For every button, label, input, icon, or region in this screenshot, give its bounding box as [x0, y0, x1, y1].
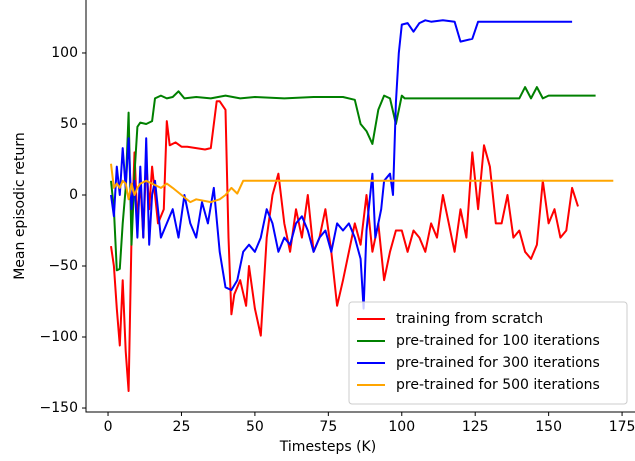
- legend: training from scratch pre-trained for 100…: [348, 301, 628, 405]
- x-tick-label: 25: [173, 419, 191, 435]
- y-tick-label: 100: [51, 45, 78, 61]
- legend-label: pre-trained for 300 iterations: [396, 355, 600, 371]
- x-tick-label: 100: [388, 419, 415, 435]
- series-line: [110, 163, 614, 204]
- y-tick-label: −50: [48, 258, 78, 274]
- legend-label: training from scratch: [396, 311, 543, 327]
- y-tick-label: −150: [40, 400, 78, 416]
- y-tick-label: 50: [60, 116, 78, 132]
- legend-label: pre-trained for 500 iterations: [396, 377, 600, 393]
- y-tick-label: 0: [69, 187, 78, 203]
- axis-frame: [85, 0, 635, 413]
- x-axis-label: Timesteps (K): [279, 439, 376, 455]
- x-tick-label: 50: [246, 419, 264, 435]
- x-tick-label: 75: [319, 419, 337, 435]
- x-tick-label: 125: [462, 419, 489, 435]
- legend-label: pre-trained for 100 iterations: [396, 333, 600, 349]
- legend-box: [348, 301, 628, 405]
- y-axis-label: Mean episodic return: [12, 132, 28, 280]
- y-tick-label: −100: [40, 329, 78, 345]
- series-line: [110, 19, 573, 310]
- x-tick-label: 175: [609, 419, 635, 435]
- x-tick-label: 150: [535, 419, 562, 435]
- x-tick-label: 0: [104, 419, 113, 435]
